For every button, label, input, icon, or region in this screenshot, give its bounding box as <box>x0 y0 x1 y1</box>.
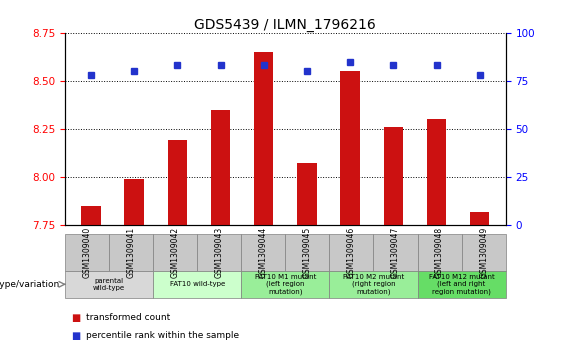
Text: FAT10 M1 mutant
(left region
mutation): FAT10 M1 mutant (left region mutation) <box>255 274 316 295</box>
Bar <box>65 271 153 298</box>
Text: GSM1309049: GSM1309049 <box>479 227 488 278</box>
Bar <box>470 212 489 225</box>
Text: ■: ■ <box>71 331 80 341</box>
Bar <box>81 206 101 225</box>
Text: FAT10 M12 mutant
(left and right
region mutation): FAT10 M12 mutant (left and right region … <box>429 274 494 295</box>
Bar <box>340 71 360 225</box>
Bar <box>65 234 109 271</box>
Text: GSM1309048: GSM1309048 <box>435 227 444 278</box>
Text: parental
wild-type: parental wild-type <box>93 278 125 291</box>
Text: GSM1309047: GSM1309047 <box>391 227 400 278</box>
Text: GSM1309044: GSM1309044 <box>259 227 268 278</box>
Text: GSM1309046: GSM1309046 <box>347 227 356 278</box>
Bar <box>109 234 153 271</box>
Bar <box>373 234 418 271</box>
Bar <box>211 110 231 225</box>
Text: GSM1309045: GSM1309045 <box>303 227 312 278</box>
Bar <box>153 271 241 298</box>
Text: GSM1309041: GSM1309041 <box>127 227 136 278</box>
Bar <box>168 140 187 225</box>
Bar <box>418 271 506 298</box>
Title: GDS5439 / ILMN_1796216: GDS5439 / ILMN_1796216 <box>194 18 376 32</box>
Bar <box>297 163 316 225</box>
Bar <box>462 234 506 271</box>
Bar <box>197 234 241 271</box>
Text: GSM1309040: GSM1309040 <box>82 227 92 278</box>
Bar <box>241 271 329 298</box>
Text: FAT10 M2 mutant
(right region
mutation): FAT10 M2 mutant (right region mutation) <box>343 274 404 295</box>
Bar <box>285 234 329 271</box>
Bar <box>241 234 285 271</box>
Bar <box>153 234 197 271</box>
Bar <box>418 234 462 271</box>
Text: GSM1309043: GSM1309043 <box>215 227 224 278</box>
Bar <box>124 179 144 225</box>
Text: ■: ■ <box>71 313 80 323</box>
Bar <box>384 127 403 225</box>
Text: percentile rank within the sample: percentile rank within the sample <box>86 331 240 340</box>
Bar <box>329 271 418 298</box>
Text: transformed count: transformed count <box>86 313 171 322</box>
Bar <box>329 234 373 271</box>
Bar <box>254 52 273 225</box>
Text: genotype/variation: genotype/variation <box>0 280 59 289</box>
Bar <box>427 119 446 225</box>
Text: FAT10 wild-type: FAT10 wild-type <box>170 281 225 287</box>
Text: GSM1309042: GSM1309042 <box>171 227 180 278</box>
